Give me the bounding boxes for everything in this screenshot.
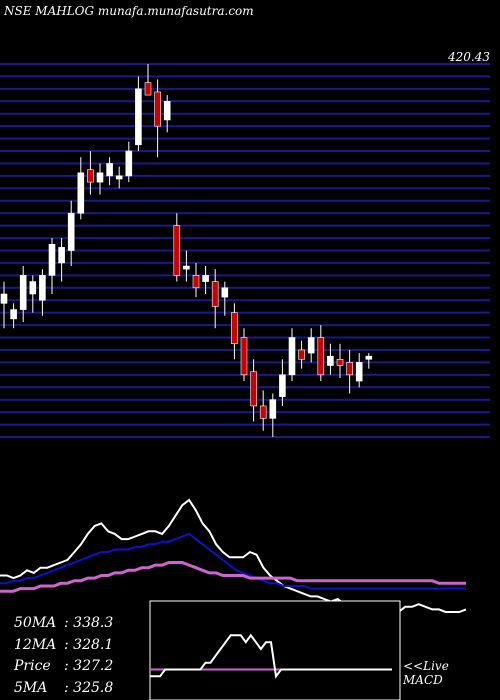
candle-bull <box>221 287 229 298</box>
candle-bear <box>154 91 161 127</box>
candle-bull <box>183 265 190 270</box>
candle-bull <box>135 88 142 146</box>
macd-line <box>150 633 392 679</box>
candle-bull <box>67 212 75 251</box>
candle-bull <box>307 337 315 354</box>
candle-bull <box>163 101 171 121</box>
moving-average-readout: 50MA : 338.3 12MA : 328.1 Price : 327.2 5MA… <box>14 613 113 699</box>
candles <box>0 64 373 437</box>
candle-bear <box>192 275 200 289</box>
price-axis: 420.43 <box>447 50 490 64</box>
candle-bear <box>240 337 248 376</box>
ema_slow-line <box>0 532 466 590</box>
candle-bear <box>144 82 152 96</box>
candle-bull <box>288 337 296 376</box>
candle-bear <box>259 405 267 419</box>
candle-bear <box>317 337 325 376</box>
ma-value: : 327.2 <box>64 658 114 674</box>
ma_long-line <box>0 561 466 593</box>
live-macd-label: <<Live MACD <box>403 659 449 687</box>
candle-bull <box>115 175 123 180</box>
candle-bull <box>355 362 363 382</box>
candle-bull <box>10 309 17 320</box>
candle-bear <box>346 362 353 376</box>
price-axis-top-label: 420.43 <box>447 50 490 64</box>
candle-bear <box>211 281 219 307</box>
candle-bear <box>298 349 305 360</box>
candle-bear <box>250 371 257 407</box>
ma-row-12: 12MA : 328.1 <box>14 635 113 657</box>
candle-bull <box>0 293 8 304</box>
ma-value: : 328.1 <box>64 636 114 653</box>
candle-bull <box>58 247 65 264</box>
candle-bull <box>29 281 37 295</box>
ma-row-50: 50MA : 338.3 <box>14 613 113 635</box>
ma-value: : 325.8 <box>64 679 114 696</box>
candle-bull <box>96 172 104 183</box>
live-label: <<Live <box>403 659 449 673</box>
ma-label: 5MA <box>14 679 48 696</box>
candle-bull <box>365 355 373 360</box>
candle-bull <box>327 355 334 366</box>
candle-bear <box>173 225 181 276</box>
candle-bear <box>231 312 238 345</box>
ma-label: Price <box>14 658 51 674</box>
ma-row-5: 5MA : 325.8 <box>14 678 113 700</box>
macd-label: MACD <box>403 673 443 687</box>
candle-bull <box>48 243 56 276</box>
candle-bull <box>125 150 133 177</box>
ema_fast-line <box>0 498 467 614</box>
candle-bear <box>87 169 94 183</box>
candle-bull <box>269 399 277 419</box>
moving-average-panel <box>0 498 467 614</box>
macd-box <box>149 600 401 700</box>
candle-bull <box>202 275 209 282</box>
ma-value: : 338.3 <box>64 615 114 631</box>
candle-bull <box>77 172 85 214</box>
candle-bull <box>106 163 113 177</box>
macd-panel <box>149 600 401 700</box>
candle-bull <box>19 275 27 310</box>
ma-label: 50MA <box>14 615 57 631</box>
watermark: NSE MAHLOG munafa.munafasutra.com <box>4 4 254 18</box>
candle-bear <box>336 358 344 366</box>
ma-label: 12MA <box>14 636 57 653</box>
candle-bull <box>279 374 286 397</box>
candle-bull <box>39 275 46 301</box>
ma-row-price: Price : 327.2 <box>14 656 113 678</box>
